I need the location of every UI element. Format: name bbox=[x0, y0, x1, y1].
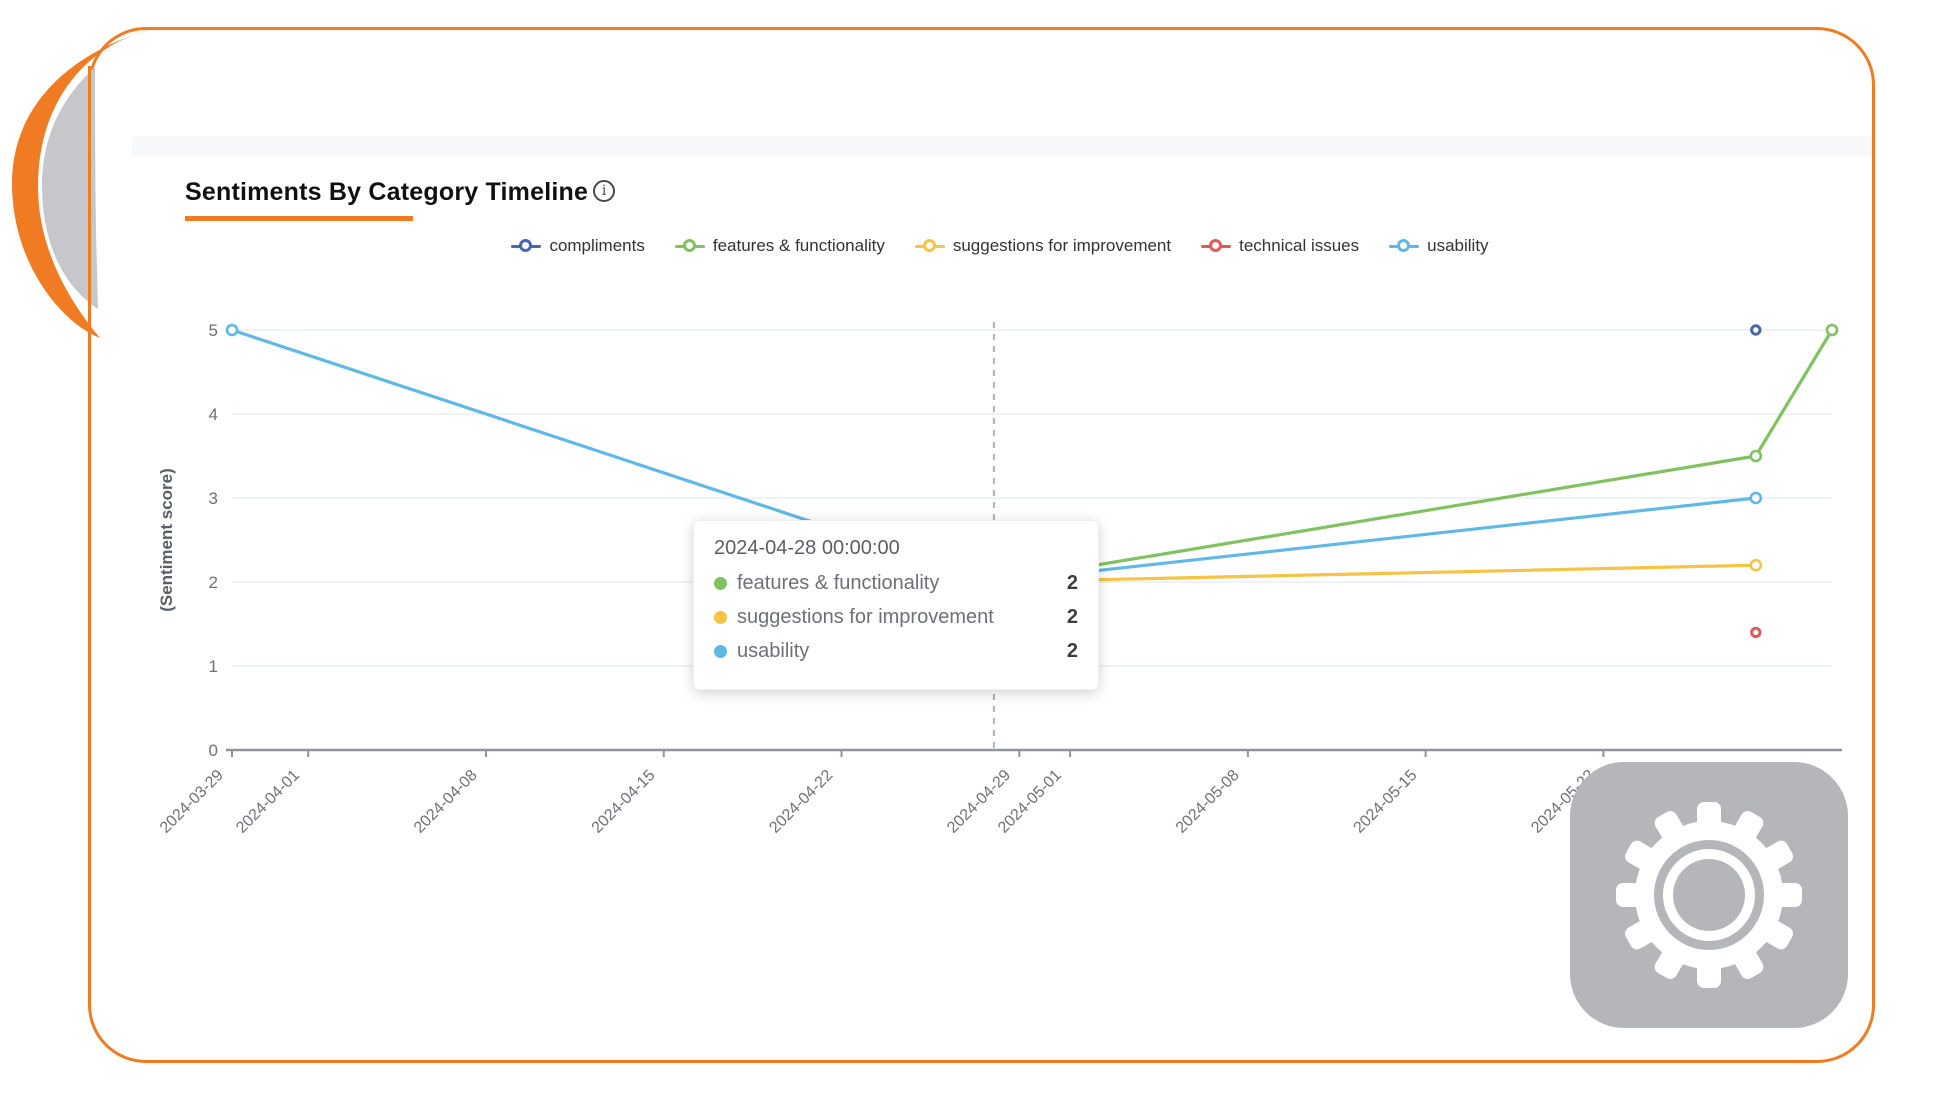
chart-legend: compliments features & functionality sugge… bbox=[130, 236, 1870, 256]
series-compliments bbox=[1750, 324, 1762, 336]
series-technical-issues bbox=[1750, 626, 1762, 639]
y-axis-tick-label: 1 bbox=[209, 657, 218, 676]
x-axis-tick-label: 2024-05-08 bbox=[1173, 767, 1243, 837]
data-point[interactable] bbox=[1749, 491, 1763, 505]
y-axis-tick-label: 4 bbox=[209, 405, 218, 424]
page-title: Sentiments By Category Timeline bbox=[185, 178, 589, 206]
data-point[interactable] bbox=[1749, 558, 1763, 572]
series-features-functionality bbox=[987, 323, 1839, 589]
data-point[interactable] bbox=[1749, 449, 1763, 463]
tooltip-series-value: 2 bbox=[1066, 606, 1078, 628]
legend-marker-icon bbox=[914, 239, 945, 252]
legend-item-usability[interactable]: usability bbox=[1389, 236, 1489, 256]
header-strip bbox=[132, 136, 1872, 156]
tooltip-row: suggestions for improvement 2 bbox=[714, 606, 1078, 629]
sentiment-timeline-chart[interactable]: 0 1 2 3 4 5 (Sentiment score) 2024-03-29 2024-04… bbox=[130, 290, 1870, 860]
legend-label: features & functionality bbox=[712, 236, 885, 255]
legend-item-features-functionality[interactable]: features & functionality bbox=[674, 236, 885, 256]
tooltip-series-value: 2 bbox=[1066, 640, 1078, 662]
y-axis-labels: 0 1 2 3 4 5 bbox=[209, 321, 218, 760]
settings-overlay[interactable] bbox=[1570, 762, 1848, 1028]
legend-marker-icon bbox=[1201, 239, 1232, 252]
tooltip-series-label: suggestions for improvement bbox=[737, 606, 994, 628]
tooltip-date: 2024-04-28 00:00:00 bbox=[714, 537, 900, 559]
tooltip-row: features & functionality 2 bbox=[714, 572, 1078, 595]
chart-tooltip: 2024-04-28 00:00:00 features & functiona… bbox=[693, 520, 1099, 690]
data-point[interactable] bbox=[1825, 323, 1839, 337]
y-axis-tick-label: 5 bbox=[209, 321, 218, 340]
tooltip-series-value: 2 bbox=[1066, 572, 1078, 594]
tooltip-series-label: usability bbox=[737, 640, 810, 662]
tooltip-row: usability 2 bbox=[714, 640, 1078, 663]
title-underline bbox=[185, 216, 413, 221]
legend-marker-icon bbox=[1389, 239, 1420, 252]
legend-label: technical issues bbox=[1239, 236, 1360, 255]
legend-marker-icon bbox=[674, 239, 705, 252]
legend-label: usability bbox=[1427, 236, 1489, 255]
y-axis-title: (Sentiment score) bbox=[157, 468, 176, 612]
data-point[interactable] bbox=[1750, 324, 1762, 336]
x-axis-tick-label: 2024-03-29 bbox=[157, 767, 227, 837]
x-axis-tick-label: 2024-04-01 bbox=[233, 767, 303, 837]
x-axis-labels: 2024-03-29 2024-04-01 2024-04-08 2024-04-15… bbox=[157, 750, 1605, 837]
x-axis-tick-label: 2024-04-15 bbox=[589, 767, 659, 837]
tooltip-series-dot bbox=[714, 645, 727, 658]
y-axis-tick-label: 3 bbox=[209, 489, 218, 508]
x-axis-tick-label: 2024-04-08 bbox=[411, 767, 481, 837]
legend-item-compliments[interactable]: compliments bbox=[511, 236, 645, 256]
data-point[interactable] bbox=[1750, 626, 1762, 639]
legend-label: suggestions for improvement bbox=[952, 236, 1172, 255]
y-axis-tick-label: 0 bbox=[209, 741, 218, 760]
gear-icon bbox=[1616, 802, 1802, 988]
y-axis-tick-label: 2 bbox=[209, 573, 218, 592]
tooltip-series-label: features & functionality bbox=[737, 572, 940, 594]
legend-item-technical-issues[interactable]: technical issues bbox=[1201, 236, 1359, 256]
x-axis-tick-label: 2024-05-15 bbox=[1351, 767, 1421, 837]
legend-label: compliments bbox=[549, 236, 645, 255]
tooltip-series-dot bbox=[714, 611, 727, 624]
tooltip-series-dot bbox=[714, 577, 727, 590]
info-icon[interactable]: i bbox=[593, 180, 616, 202]
legend-marker-icon bbox=[511, 239, 542, 252]
x-axis-tick-label: 2024-04-22 bbox=[766, 767, 836, 837]
legend-item-suggestions-for-improvement[interactable]: suggestions for improvement bbox=[914, 236, 1172, 256]
data-point[interactable] bbox=[225, 323, 239, 337]
